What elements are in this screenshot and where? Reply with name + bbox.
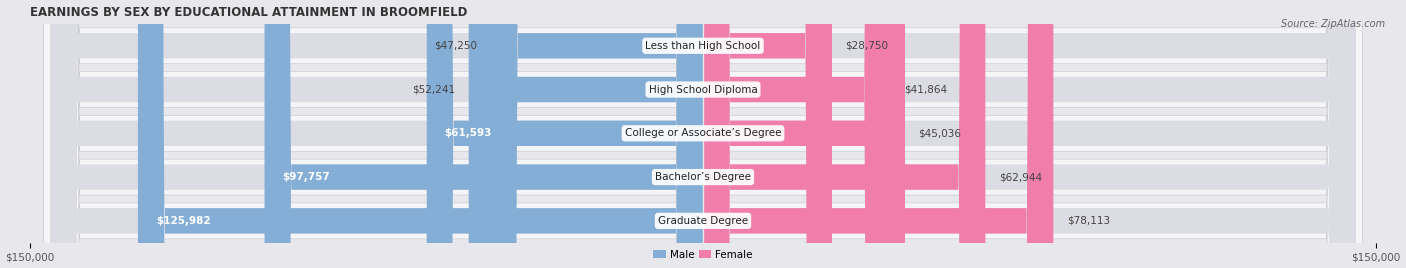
FancyBboxPatch shape [703,0,1355,268]
FancyBboxPatch shape [703,0,1355,268]
FancyBboxPatch shape [703,0,891,268]
FancyBboxPatch shape [703,0,1355,268]
FancyBboxPatch shape [44,0,1362,268]
FancyBboxPatch shape [51,0,703,268]
FancyBboxPatch shape [491,0,703,268]
FancyBboxPatch shape [468,0,703,268]
FancyBboxPatch shape [703,0,832,268]
Text: $78,113: $78,113 [1067,216,1109,226]
Text: $62,944: $62,944 [998,172,1042,182]
FancyBboxPatch shape [703,0,1355,268]
FancyBboxPatch shape [44,0,1362,268]
FancyBboxPatch shape [703,0,986,268]
FancyBboxPatch shape [51,0,703,268]
Text: $52,241: $52,241 [412,84,456,95]
Text: $41,864: $41,864 [904,84,948,95]
FancyBboxPatch shape [44,0,1362,268]
FancyBboxPatch shape [264,0,703,268]
Text: EARNINGS BY SEX BY EDUCATIONAL ATTAINMENT IN BROOMFIELD: EARNINGS BY SEX BY EDUCATIONAL ATTAINMEN… [30,6,468,18]
Text: $97,757: $97,757 [283,172,330,182]
Text: High School Diploma: High School Diploma [648,84,758,95]
FancyBboxPatch shape [44,0,1362,268]
FancyBboxPatch shape [703,0,905,268]
Legend: Male, Female: Male, Female [650,245,756,264]
Text: Less than High School: Less than High School [645,41,761,51]
FancyBboxPatch shape [703,0,1053,268]
Text: $61,593: $61,593 [444,128,492,138]
Text: Graduate Degree: Graduate Degree [658,216,748,226]
FancyBboxPatch shape [703,0,1355,268]
FancyBboxPatch shape [138,0,703,268]
Text: $45,036: $45,036 [918,128,962,138]
Text: $125,982: $125,982 [156,216,211,226]
Text: College or Associate’s Degree: College or Associate’s Degree [624,128,782,138]
FancyBboxPatch shape [51,0,703,268]
FancyBboxPatch shape [427,0,703,268]
Text: $28,750: $28,750 [845,41,889,51]
FancyBboxPatch shape [51,0,703,268]
Text: $47,250: $47,250 [434,41,478,51]
FancyBboxPatch shape [44,0,1362,268]
FancyBboxPatch shape [51,0,703,268]
Text: Bachelor’s Degree: Bachelor’s Degree [655,172,751,182]
Text: Source: ZipAtlas.com: Source: ZipAtlas.com [1281,19,1385,29]
